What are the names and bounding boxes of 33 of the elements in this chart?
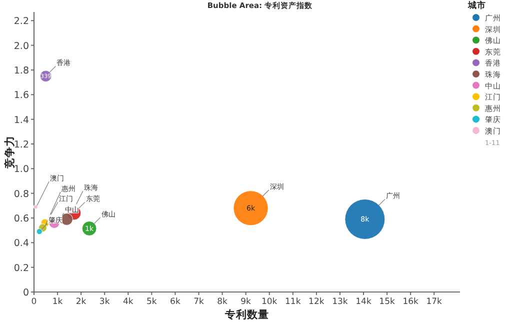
x-tick-label: 4k <box>122 297 134 307</box>
y-tick-label: 0.6 <box>14 213 29 224</box>
x-tick-label: 13k <box>332 297 348 307</box>
y-tick-label: 1.4 <box>14 114 29 126</box>
x-tick-label: 15k <box>379 297 395 307</box>
x-tick-label: 10k <box>261 297 278 307</box>
y-tick-label: 0 <box>22 288 29 298</box>
y-tick-label: 1.2 <box>14 139 29 150</box>
x-tick-label: 3k <box>99 297 110 307</box>
x-tick-label: 6k <box>170 297 180 307</box>
x-tick-label: 14k <box>356 297 372 307</box>
legend-title: 城市 <box>467 0 486 11</box>
x-tick-label: 16k <box>402 297 419 307</box>
y-tick-label: 1.8 <box>14 65 29 76</box>
y-tick-label: 2.2 <box>14 16 29 28</box>
x-tick-label: 2k <box>76 297 86 307</box>
x-tick-label: 5k <box>146 297 157 307</box>
y-tick-label: 0.8 <box>14 188 29 200</box>
x-tick-label: 9k <box>240 297 252 307</box>
x-tick-label: 12k <box>308 297 324 307</box>
y-tick-label: 1.6 <box>14 90 29 102</box>
x-tick-label: 0 <box>31 297 37 307</box>
x-tick-label: 1k <box>52 297 63 307</box>
x-tick-label: 8k <box>217 297 228 307</box>
y-axis-title: 竞争力 <box>3 136 16 170</box>
y-tick-label: 0.2 <box>14 262 29 274</box>
y-tick-label: 0.4 <box>14 238 29 250</box>
x-tick-label: 11k <box>285 297 301 307</box>
y-tick-label: 2.0 <box>14 40 29 52</box>
x-tick-label: 7k <box>194 297 204 307</box>
y-tick-label: 1.0 <box>14 164 29 176</box>
x-tick-label: 17k <box>426 297 442 307</box>
x-axis-title: 专利数量 <box>224 308 269 321</box>
